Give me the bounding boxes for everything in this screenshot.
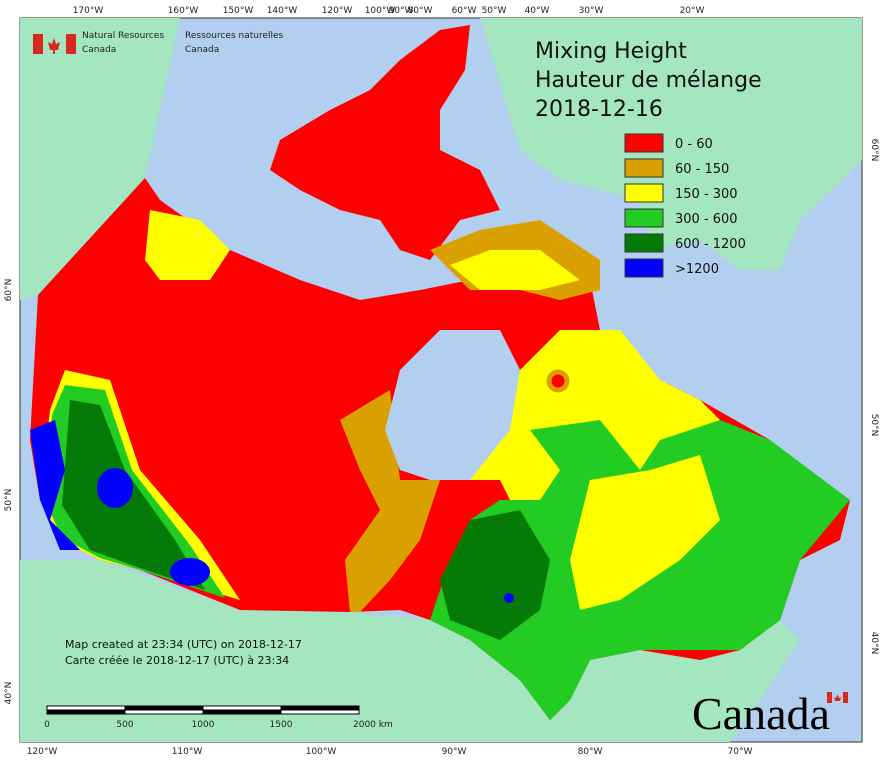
legend-label: 300 - 600: [675, 212, 738, 227]
latitude-label: 50°N: [4, 489, 14, 512]
longitude-label: 20°W: [680, 6, 705, 16]
longitude-label: 80°W: [578, 747, 603, 757]
legend-swatch: [624, 158, 664, 178]
longitude-label: 70°W: [728, 747, 753, 757]
wordmark: Canada: [692, 688, 830, 739]
latitude-label: 50°N: [869, 414, 879, 437]
agency-en: Canada: [82, 45, 116, 55]
longitude-label: 40°W: [525, 6, 550, 16]
agency-en: Natural Resources: [82, 31, 164, 41]
logo: [33, 34, 76, 54]
latitude-label: 60°N: [4, 279, 14, 302]
quebec-south-yellow: [570, 455, 720, 610]
longitude-label: 160°W: [168, 6, 199, 16]
longitude-label: 100°W: [306, 747, 337, 757]
map-date: 2018-12-16: [535, 97, 663, 122]
coast-blue: [30, 420, 80, 550]
scale-label: 0: [44, 720, 50, 730]
map-title: Mixing Height: [535, 39, 687, 64]
legend-swatch: [624, 183, 664, 203]
longitude-label: 120°W: [27, 747, 58, 757]
legend-label: >1200: [675, 262, 719, 277]
longitude-label: 170°W: [73, 6, 104, 16]
red-spot: [546, 369, 570, 393]
longitude-label: 90°W: [442, 747, 467, 757]
longitude-label: 120°W: [322, 6, 353, 16]
scale-label: 2000 km: [353, 720, 393, 730]
blue-area: [170, 558, 210, 586]
longitude-label: 110°W: [172, 747, 203, 757]
agency-fr: Canada: [185, 45, 219, 55]
latitude-label: 60°N: [869, 139, 879, 162]
credit: Carte créée le 2018-12-17 (UTC) à 23:34: [65, 654, 289, 667]
agency-fr: Ressources naturelles: [185, 31, 284, 41]
baffin-yellow: [450, 250, 580, 290]
legend-label: 0 - 60: [675, 137, 713, 152]
greenland: [480, 18, 862, 270]
legend-swatch: [624, 208, 664, 228]
legend-label: 600 - 1200: [675, 237, 746, 252]
scale-label: 1500: [270, 720, 293, 730]
legend-swatch: [624, 258, 664, 278]
legend-label: 60 - 150: [675, 162, 729, 177]
blue-spot: [504, 593, 514, 603]
usa: [20, 560, 800, 742]
scale-label: 1000: [192, 720, 215, 730]
longitude-label: 90°W: [389, 6, 414, 16]
latitude-label: 40°N: [869, 632, 879, 655]
legend-swatch: [624, 133, 664, 153]
credit: Map created at 23:34 (UTC) on 2018-12-17: [65, 638, 302, 651]
legend-swatch: [624, 233, 664, 253]
hudson-bay: [385, 330, 520, 480]
scale-bar: [46, 705, 360, 715]
longitude-label: 140°W: [267, 6, 298, 16]
longitude-label: 150°W: [223, 6, 254, 16]
wordmark-flag: [827, 692, 848, 703]
longitude-label: 100°W: [365, 6, 396, 16]
longitude-label: 50°W: [482, 6, 507, 16]
longitude-label: 60°W: [452, 6, 477, 16]
scale-label: 500: [116, 720, 133, 730]
alaska: [20, 18, 180, 300]
ontario-dark-green: [440, 510, 550, 640]
blue-area: [97, 468, 133, 508]
longitude-label: 80°W: [408, 6, 433, 16]
yukon-yellow: [145, 210, 230, 280]
map-title: Hauteur de mélange: [535, 68, 762, 93]
bc-dark-green: [62, 400, 205, 590]
latitude-label: 40°N: [4, 682, 14, 705]
arctic-islands: [270, 25, 500, 260]
legend-label: 150 - 300: [675, 187, 738, 202]
longitude-label: 30°W: [579, 6, 604, 16]
prairie-orange: [340, 390, 440, 612]
